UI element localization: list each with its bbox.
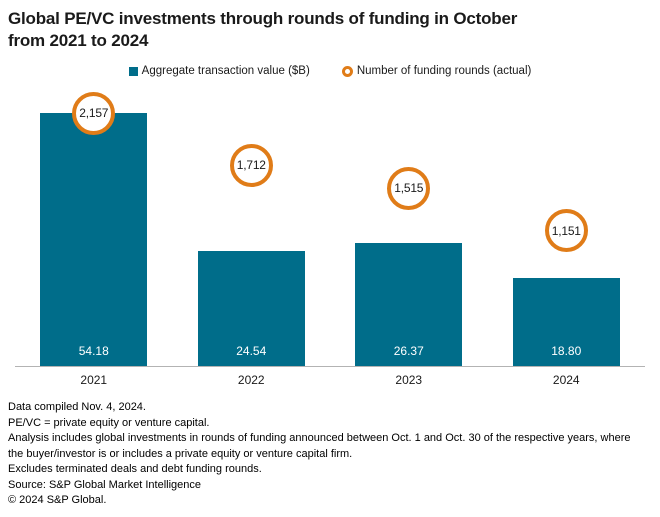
chart-title: Global PE/VC investments through rounds … <box>8 9 518 50</box>
funding-rounds-marker-2022: 1,712 <box>229 143 273 187</box>
bar-2022 <box>197 251 305 366</box>
x-axis-label-2024: 2024 <box>552 373 580 387</box>
funding-rounds-marker-2023: 1,515 <box>387 166 431 210</box>
bar-value-label-2022: 24.54 <box>236 344 267 358</box>
x-axis-label-2023: 2023 <box>395 373 423 387</box>
x-axis-label-2022: 2022 <box>237 373 265 387</box>
footnote-line: © 2024 S&P Global. <box>8 494 107 506</box>
x-axis-label-2021: 2021 <box>80 373 108 387</box>
footnote-line: PE/VC = private equity or venture capita… <box>8 416 210 429</box>
footnote-line: Data compiled Nov. 4, 2024. <box>8 401 146 413</box>
bar-series-square-icon <box>128 66 138 76</box>
bar-2023 <box>355 243 463 366</box>
bar-value-label-2024: 18.80 <box>551 344 582 358</box>
footnotes: Data compiled Nov. 4, 2024. PE/VC = priva… <box>8 400 654 509</box>
footnote-line: Analysis includes global investments in … <box>8 432 631 460</box>
legend-item-funding-rounds: Number of funding rounds (actual) <box>341 65 532 77</box>
legend-label-transaction-value: Aggregate transaction value ($B) <box>141 65 310 77</box>
footnote-line: Source: S&P Global Market Intelligence <box>8 478 202 491</box>
ring-series-ring-icon <box>341 65 353 77</box>
bar-2021 <box>40 113 148 366</box>
chart-legend: Aggregate transaction value ($B) Number … <box>0 65 660 77</box>
funding-rounds-marker-2024: 1,151 <box>544 209 588 253</box>
bar-value-label-2023: 26.37 <box>393 344 424 358</box>
legend-label-funding-rounds: Number of funding rounds (actual) <box>356 65 532 77</box>
bar-value-label-2021: 54.18 <box>78 344 109 358</box>
funding-rounds-marker-2021: 2,157 <box>72 91 116 135</box>
footnote-line: Excludes terminated deals and debt fundi… <box>8 463 262 475</box>
bar-2024 <box>512 278 620 366</box>
legend-item-transaction-value: Aggregate transaction value ($B) <box>128 65 310 77</box>
x-axis-line <box>15 366 645 367</box>
bar-chart-plot: 54.18 2021 2,157 24.54 2022 1,712 26.37 2023 1,5… <box>0 88 660 395</box>
